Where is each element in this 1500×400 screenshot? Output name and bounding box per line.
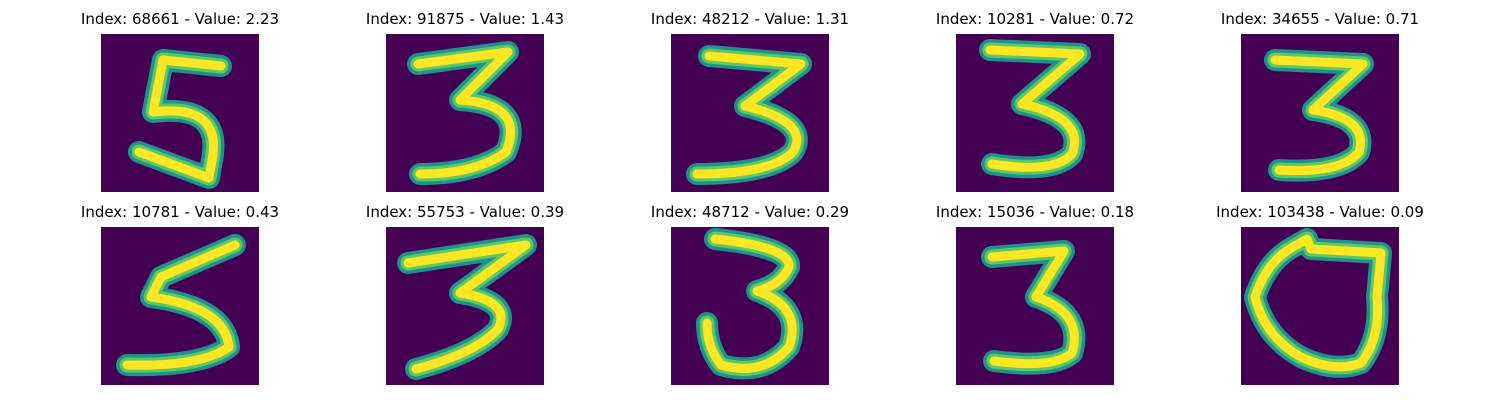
panel-2: Index: 91875 - Value: 1.43 <box>345 10 585 200</box>
digit-image <box>956 34 1114 192</box>
handwritten-digit-3 <box>407 41 522 185</box>
panel-title: Index: 48712 - Value: 0.29 <box>650 203 850 221</box>
handwritten-digit-3 <box>397 234 537 380</box>
panel-10: Index: 103438 - Value: 0.09 <box>1200 203 1440 393</box>
panel-title: Index: 68661 - Value: 2.23 <box>80 10 280 28</box>
panel-title: Index: 34655 - Value: 0.71 <box>1220 10 1420 28</box>
handwritten-digit-3 <box>686 45 812 185</box>
panel-9: Index: 15036 - Value: 0.18 <box>915 203 1155 393</box>
panel-title: Index: 91875 - Value: 1.43 <box>365 10 565 28</box>
digit-image <box>1241 34 1399 192</box>
handwritten-digit-3 <box>696 228 804 380</box>
digit-image <box>386 227 544 385</box>
panel-3: Index: 48212 - Value: 1.31 <box>630 10 870 200</box>
digit-image <box>101 34 259 192</box>
panel-6: Index: 10781 - Value: 0.43 <box>60 203 300 393</box>
digit-image <box>671 34 829 192</box>
handwritten-digit-5 <box>116 234 246 377</box>
panel-4: Index: 10281 - Value: 0.72 <box>915 10 1155 200</box>
handwritten-digit-5 <box>128 49 232 189</box>
panel-title: Index: 48212 - Value: 1.31 <box>650 10 850 28</box>
panel-7: Index: 55753 - Value: 0.39 <box>345 203 585 393</box>
panel-title: Index: 10781 - Value: 0.43 <box>80 203 280 221</box>
handwritten-digit-0 <box>1244 228 1392 378</box>
digit-image <box>1241 227 1399 385</box>
panel-title: Index: 10281 - Value: 0.72 <box>935 10 1135 28</box>
handwritten-digit-3 <box>979 39 1091 179</box>
panel-title: Index: 55753 - Value: 0.39 <box>365 203 565 221</box>
panel-title: Index: 15036 - Value: 0.18 <box>935 203 1135 221</box>
handwritten-digit-3 <box>981 240 1086 375</box>
digit-image <box>386 34 544 192</box>
digit-image <box>671 227 829 385</box>
panel-8: Index: 48712 - Value: 0.29 <box>630 203 870 393</box>
panel-5: Index: 34655 - Value: 0.71 <box>1200 10 1440 200</box>
handwritten-digit-3 <box>1264 49 1374 182</box>
digit-image <box>956 227 1114 385</box>
panel-title: Index: 103438 - Value: 0.09 <box>1216 203 1424 221</box>
panel-1: Index: 68661 - Value: 2.23 <box>60 10 300 200</box>
digit-image <box>101 227 259 385</box>
